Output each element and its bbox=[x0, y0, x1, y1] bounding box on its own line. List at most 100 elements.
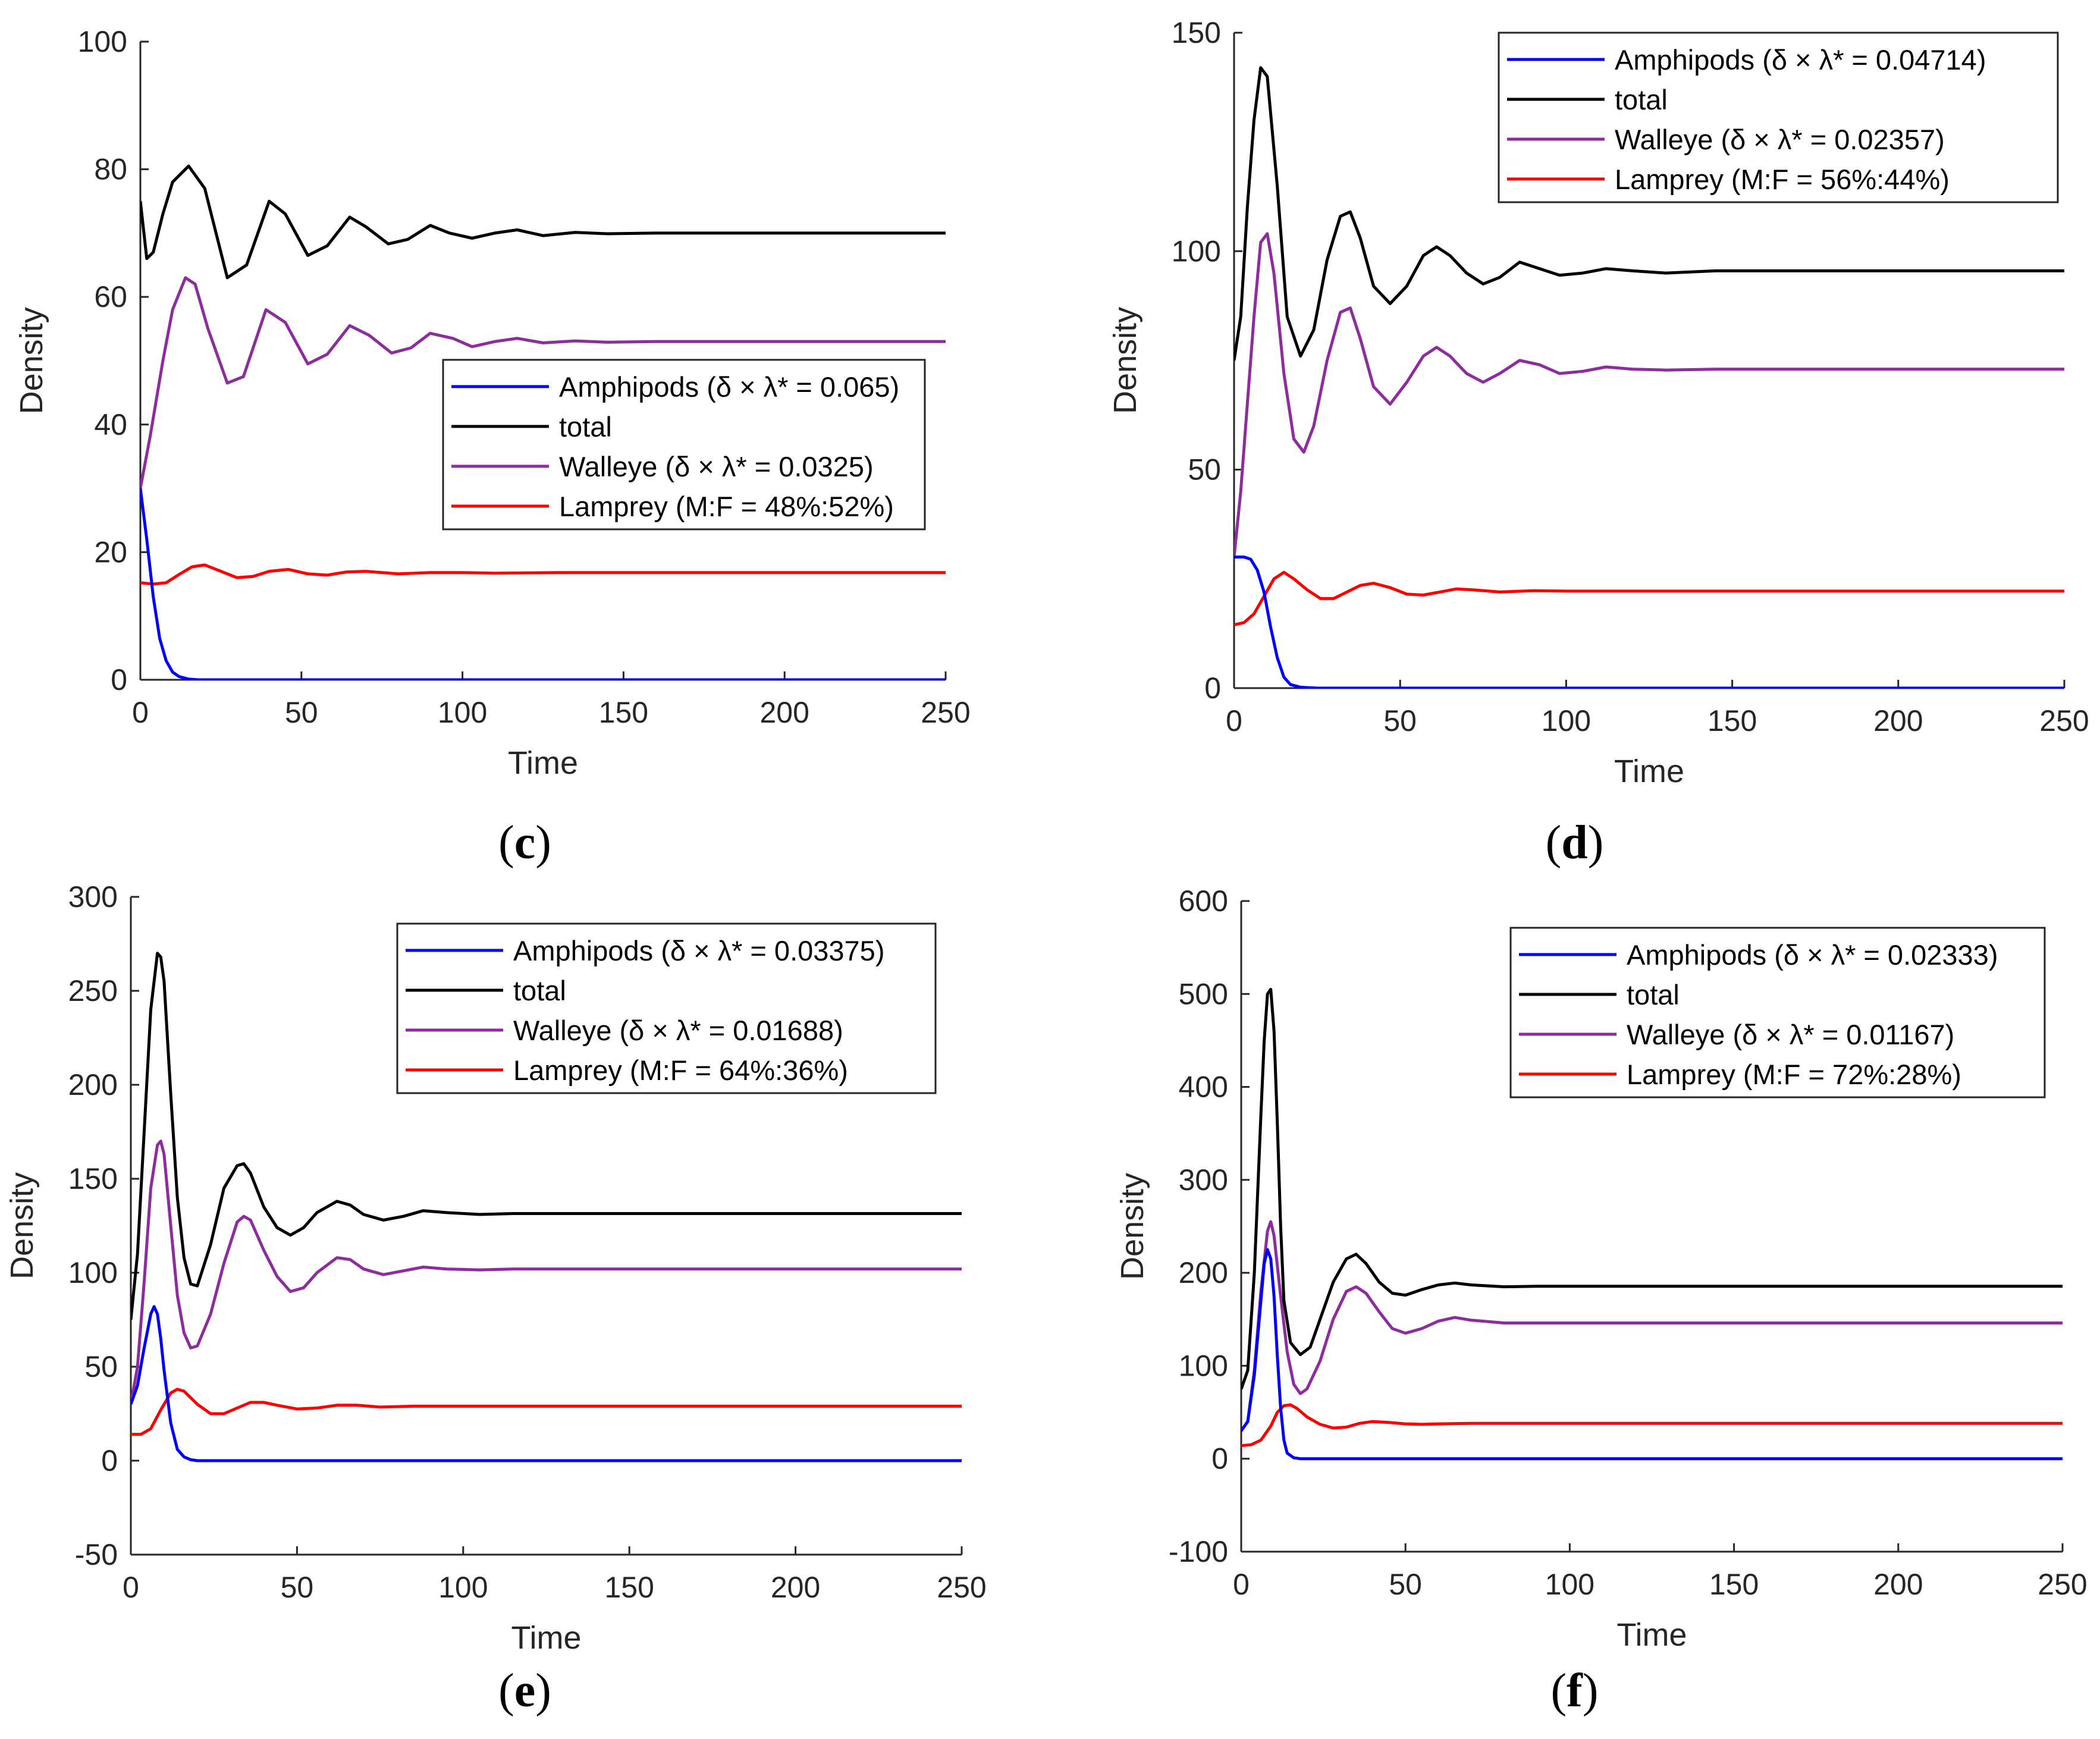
x-axis-label: Time bbox=[511, 1620, 582, 1656]
y-tick-label: 20 bbox=[94, 535, 127, 569]
legend-label: Amphipods (δ × λ* = 0.03375) bbox=[513, 935, 884, 966]
legend-label: Amphipods (δ × λ* = 0.04714) bbox=[1615, 44, 1986, 76]
y-tick-label: 100 bbox=[78, 25, 127, 58]
y-tick-label: 60 bbox=[94, 280, 127, 313]
y-tick-label: 300 bbox=[1179, 1163, 1228, 1197]
y-tick-label: 100 bbox=[1172, 234, 1221, 268]
x-tick-label: 100 bbox=[1545, 1568, 1594, 1601]
y-tick-label: 500 bbox=[1179, 977, 1228, 1010]
y-tick-label: 300 bbox=[68, 880, 118, 914]
series-line-lamprey bbox=[131, 1389, 962, 1434]
x-tick-label: 100 bbox=[438, 1571, 488, 1604]
caption-e-close: ) bbox=[535, 1665, 551, 1717]
panel-f: 0 50 100 150 200 250 -100 0 100 200 300 400 500 600 Ti… bbox=[1050, 870, 2099, 1739]
y-tick-label: 0 bbox=[1204, 671, 1221, 705]
y-axis-label: Density bbox=[1107, 307, 1143, 414]
caption-e-open: ( bbox=[498, 1665, 514, 1717]
y-tick-label: 50 bbox=[1188, 453, 1221, 486]
y-tick-label: 150 bbox=[1172, 16, 1221, 49]
x-tick-label: 250 bbox=[2038, 1568, 2087, 1601]
series-line-lamprey bbox=[140, 565, 946, 584]
series-line-amphipods bbox=[131, 1307, 962, 1461]
y-tick-label: -50 bbox=[75, 1538, 118, 1571]
x-tick-label: 150 bbox=[599, 696, 648, 729]
x-tick-label: 150 bbox=[1707, 704, 1757, 737]
x-tick-label: 50 bbox=[1389, 1568, 1422, 1601]
chart-c-svg: 0 50 100 150 200 250 0 20 40 60 80 100 Time Density Am… bbox=[0, 0, 1050, 870]
y-tick-label: 80 bbox=[94, 153, 127, 186]
caption-d: (d) bbox=[1050, 816, 2099, 870]
caption-d-close: ) bbox=[1588, 817, 1604, 869]
y-tick-label: 250 bbox=[68, 974, 118, 1007]
x-tick-label: 0 bbox=[1226, 704, 1242, 737]
x-tick-label: 50 bbox=[1383, 704, 1417, 737]
x-tick-label: 250 bbox=[937, 1571, 986, 1604]
series-line-total bbox=[140, 166, 946, 278]
y-tick-label: 0 bbox=[111, 663, 127, 696]
series-line-amphipods bbox=[1234, 557, 2064, 688]
legend-label: Walleye (δ × λ* = 0.01688) bbox=[513, 1015, 843, 1046]
chart-d-svg: 0 50 100 150 200 250 0 50 100 150 Time Density Amphi… bbox=[1050, 0, 2099, 870]
y-tick-label: 600 bbox=[1179, 884, 1228, 918]
series-line-walleye bbox=[1241, 1222, 2063, 1431]
x-axis-label: Time bbox=[508, 745, 578, 781]
legend-label: Lamprey (M:F = 64%:36%) bbox=[513, 1054, 848, 1086]
x-tick-label: 0 bbox=[1233, 1568, 1250, 1601]
x-tick-label: 50 bbox=[281, 1571, 314, 1604]
y-tick-label: 40 bbox=[94, 408, 127, 441]
y-tick-label: 0 bbox=[101, 1444, 118, 1477]
legend: Amphipods (δ × λ* = 0.02333) total Walleye… bbox=[1511, 928, 2045, 1097]
legend: Amphipods (δ × λ* = 0.065) total Walleye (… bbox=[443, 360, 925, 529]
x-tick-label: 50 bbox=[285, 696, 318, 729]
x-tick-label: 100 bbox=[438, 696, 487, 729]
y-axis-label: Density bbox=[14, 307, 49, 414]
legend-label: Amphipods (δ × λ* = 0.065) bbox=[559, 371, 899, 403]
legend-label: Walleye (δ × λ* = 0.0325) bbox=[559, 451, 874, 482]
panel-d: 0 50 100 150 200 250 0 50 100 150 Time Density Amphi… bbox=[1050, 0, 2099, 870]
x-axis-label: Time bbox=[1617, 1617, 1687, 1653]
x-tick-label: 200 bbox=[1873, 1568, 1923, 1601]
legend-label: Walleye (δ × λ* = 0.02357) bbox=[1615, 124, 1945, 155]
y-tick-label: 150 bbox=[68, 1162, 118, 1195]
y-axis-label: Density bbox=[1115, 1173, 1150, 1280]
legend: Amphipods (δ × λ* = 0.03375) total Walleye… bbox=[397, 924, 936, 1093]
panel-e: 0 50 100 150 200 250 -50 0 50 100 150 200 250 300 Time… bbox=[0, 870, 1050, 1739]
y-tick-label: 200 bbox=[68, 1068, 118, 1101]
x-tick-label: 200 bbox=[759, 696, 809, 729]
legend-label: Amphipods (δ × λ* = 0.02333) bbox=[1627, 939, 1998, 971]
y-axis-label: Density bbox=[4, 1172, 40, 1279]
x-tick-label: 150 bbox=[1709, 1568, 1759, 1601]
caption-f-open: ( bbox=[1551, 1665, 1567, 1717]
caption-e-letter: e bbox=[514, 1665, 536, 1717]
legend-label: total bbox=[1615, 84, 1668, 115]
caption-c: (c) bbox=[0, 816, 1050, 870]
caption-c-close: ) bbox=[535, 817, 551, 869]
caption-f: (f) bbox=[1050, 1664, 2099, 1718]
caption-d-letter: d bbox=[1561, 817, 1588, 869]
caption-d-open: ( bbox=[1546, 817, 1562, 869]
x-tick-label: 250 bbox=[921, 696, 970, 729]
y-tick-label: 0 bbox=[1211, 1442, 1228, 1476]
series-line-lamprey bbox=[1241, 1405, 2063, 1446]
series-line-walleye bbox=[131, 1141, 962, 1404]
caption-f-letter: f bbox=[1567, 1665, 1583, 1717]
panel-c: 0 50 100 150 200 250 0 20 40 60 80 100 Time Density Am… bbox=[0, 0, 1050, 870]
chart-e-svg: 0 50 100 150 200 250-50050100150200250300Time… bbox=[0, 870, 1050, 1739]
x-tick-label: 150 bbox=[604, 1571, 654, 1604]
legend-label: total bbox=[513, 975, 566, 1006]
legend-label: Lamprey (M:F = 56%:44%) bbox=[1615, 164, 1950, 195]
y-tick-label: 100 bbox=[1179, 1349, 1228, 1382]
x-tick-label: 0 bbox=[123, 1571, 139, 1604]
legend-label: total bbox=[1627, 979, 1680, 1010]
legend-label: total bbox=[559, 411, 612, 442]
y-tick-label: 50 bbox=[84, 1350, 118, 1383]
chart-f-svg: 0 50 100 150 200 250-1000100200300400500600Ti… bbox=[1050, 870, 2099, 1739]
x-axis-label: Time bbox=[1614, 754, 1684, 789]
x-tick-label: 200 bbox=[771, 1571, 820, 1604]
legend-label: Lamprey (M:F = 72%:28%) bbox=[1627, 1059, 1961, 1090]
x-tick-label: 0 bbox=[132, 696, 149, 729]
y-tick-label: 200 bbox=[1179, 1256, 1228, 1289]
x-tick-label: 200 bbox=[1873, 704, 1923, 737]
y-tick-label: 100 bbox=[68, 1256, 118, 1289]
caption-c-open: ( bbox=[498, 817, 514, 869]
